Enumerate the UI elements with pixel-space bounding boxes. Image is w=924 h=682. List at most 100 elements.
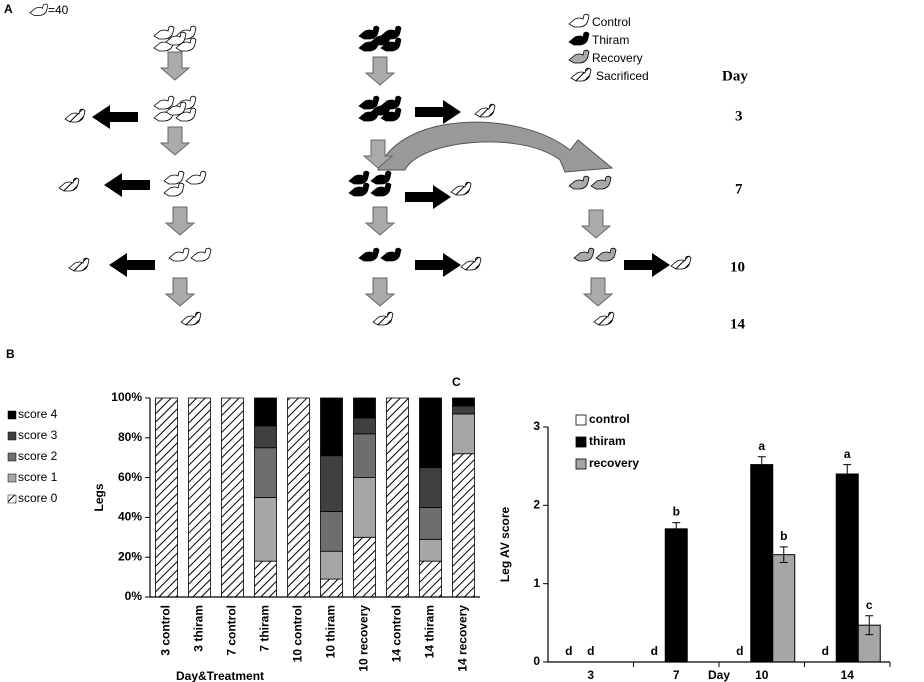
down-arrow	[364, 277, 396, 307]
legend-swatch	[7, 410, 17, 420]
y-tick-label: 100%	[111, 390, 142, 404]
error-bar	[865, 615, 874, 636]
bird-shape	[380, 107, 402, 122]
bird-icon	[460, 256, 482, 271]
x-axis-label: Day&Treatment	[176, 669, 264, 682]
y-axis-label: Leg AV score	[498, 506, 512, 582]
x-tick-label: 10 recovery	[357, 605, 371, 672]
x-tick-label: 7	[673, 668, 680, 682]
significance-letter: d	[565, 644, 572, 658]
bird-shape	[180, 311, 202, 326]
legend-label: score 4	[18, 407, 58, 421]
legend-swatch	[7, 431, 17, 441]
bird-icon	[474, 103, 496, 118]
bird-icon	[64, 108, 86, 123]
bird-shape	[670, 255, 692, 270]
bird-shape	[163, 170, 185, 185]
y-tick-label: 0	[533, 654, 540, 668]
bird-icon	[29, 3, 49, 16]
bird-shape	[175, 107, 197, 122]
bird-shape	[58, 177, 80, 192]
axes	[547, 427, 890, 663]
side-arrow	[415, 253, 461, 277]
bird-icon	[168, 247, 190, 262]
side-arrow	[104, 173, 150, 197]
bird-shape	[358, 95, 380, 110]
bar-segment	[320, 397, 343, 457]
bird-shape	[348, 182, 370, 197]
bird-icon	[180, 311, 202, 326]
bird-shape	[163, 182, 185, 197]
legend-label: score 3	[18, 428, 58, 442]
x-tick-label: 10 thiram	[324, 605, 338, 658]
bird-shape	[165, 31, 187, 46]
bar-segment	[254, 560, 277, 598]
bar-segment	[254, 425, 277, 449]
bar-segment	[254, 397, 277, 427]
legend-label: recovery	[589, 456, 639, 470]
bird-icon	[450, 181, 472, 196]
curved-arrow	[377, 121, 614, 173]
bird-icon	[190, 247, 212, 262]
bar-segment	[419, 507, 442, 540]
legend-label: Recovery	[592, 51, 643, 65]
bird-icon	[380, 107, 402, 122]
bird-shape	[153, 25, 175, 40]
bird-icon	[370, 101, 392, 116]
y-tick-label: 60%	[118, 470, 142, 484]
bar-segment	[353, 397, 376, 419]
x-tick-label: 14 control	[390, 605, 404, 662]
bird-shape	[370, 101, 392, 116]
legend-label: score 1	[18, 470, 58, 484]
bird-icon	[568, 175, 590, 190]
bar-segment	[419, 560, 442, 598]
error-bar	[843, 464, 852, 484]
legend-label: score 0	[18, 491, 58, 505]
bird-shape	[370, 170, 392, 185]
bird-shape	[68, 257, 90, 272]
y-tick-label: 2	[533, 498, 540, 512]
bird-shape	[474, 103, 496, 118]
bird-icon	[380, 247, 402, 262]
y-tick-label: 1	[533, 576, 540, 590]
bar-segment	[320, 455, 343, 512]
bird-icon	[165, 31, 187, 46]
bird-shape	[380, 247, 402, 262]
bar	[835, 473, 859, 663]
bird-shape	[358, 25, 380, 40]
error-bar	[672, 522, 681, 536]
y-tick-label: 0%	[125, 589, 143, 603]
bar-segment	[353, 536, 376, 598]
bird-shape	[190, 247, 212, 262]
bar-segment	[386, 397, 409, 598]
bird-shape	[370, 182, 392, 197]
y-tick-label: 80%	[118, 430, 142, 444]
legend-swatch	[575, 436, 587, 448]
down-arrow	[159, 126, 191, 156]
bird-icon	[380, 37, 402, 52]
bird-shape	[165, 101, 187, 116]
bar-segment	[254, 447, 277, 498]
significance-letter: c	[866, 598, 873, 612]
bar-segment	[353, 477, 376, 538]
side-arrow	[109, 253, 155, 277]
x-tick-label: 14 thiram	[423, 605, 437, 658]
bar-segment	[452, 397, 475, 407]
side-arrow	[92, 105, 138, 129]
y-tick-label: 40%	[118, 510, 142, 524]
x-tick-label: 3	[587, 668, 594, 682]
bar-segment	[452, 453, 475, 598]
bar-segment	[419, 397, 442, 469]
bar-segment	[353, 433, 376, 479]
bird-icon	[370, 170, 392, 185]
bird-shape	[568, 31, 590, 46]
legend-label: Sacrificed	[596, 69, 649, 83]
bird-icon	[568, 49, 590, 64]
bird-shape	[175, 37, 197, 52]
down-arrow	[164, 206, 196, 236]
bar-segment	[287, 397, 310, 598]
bar-segment	[452, 413, 475, 455]
bird-shape	[568, 49, 590, 64]
x-tick-label: 14 recovery	[456, 605, 470, 672]
side-arrow	[405, 185, 451, 209]
